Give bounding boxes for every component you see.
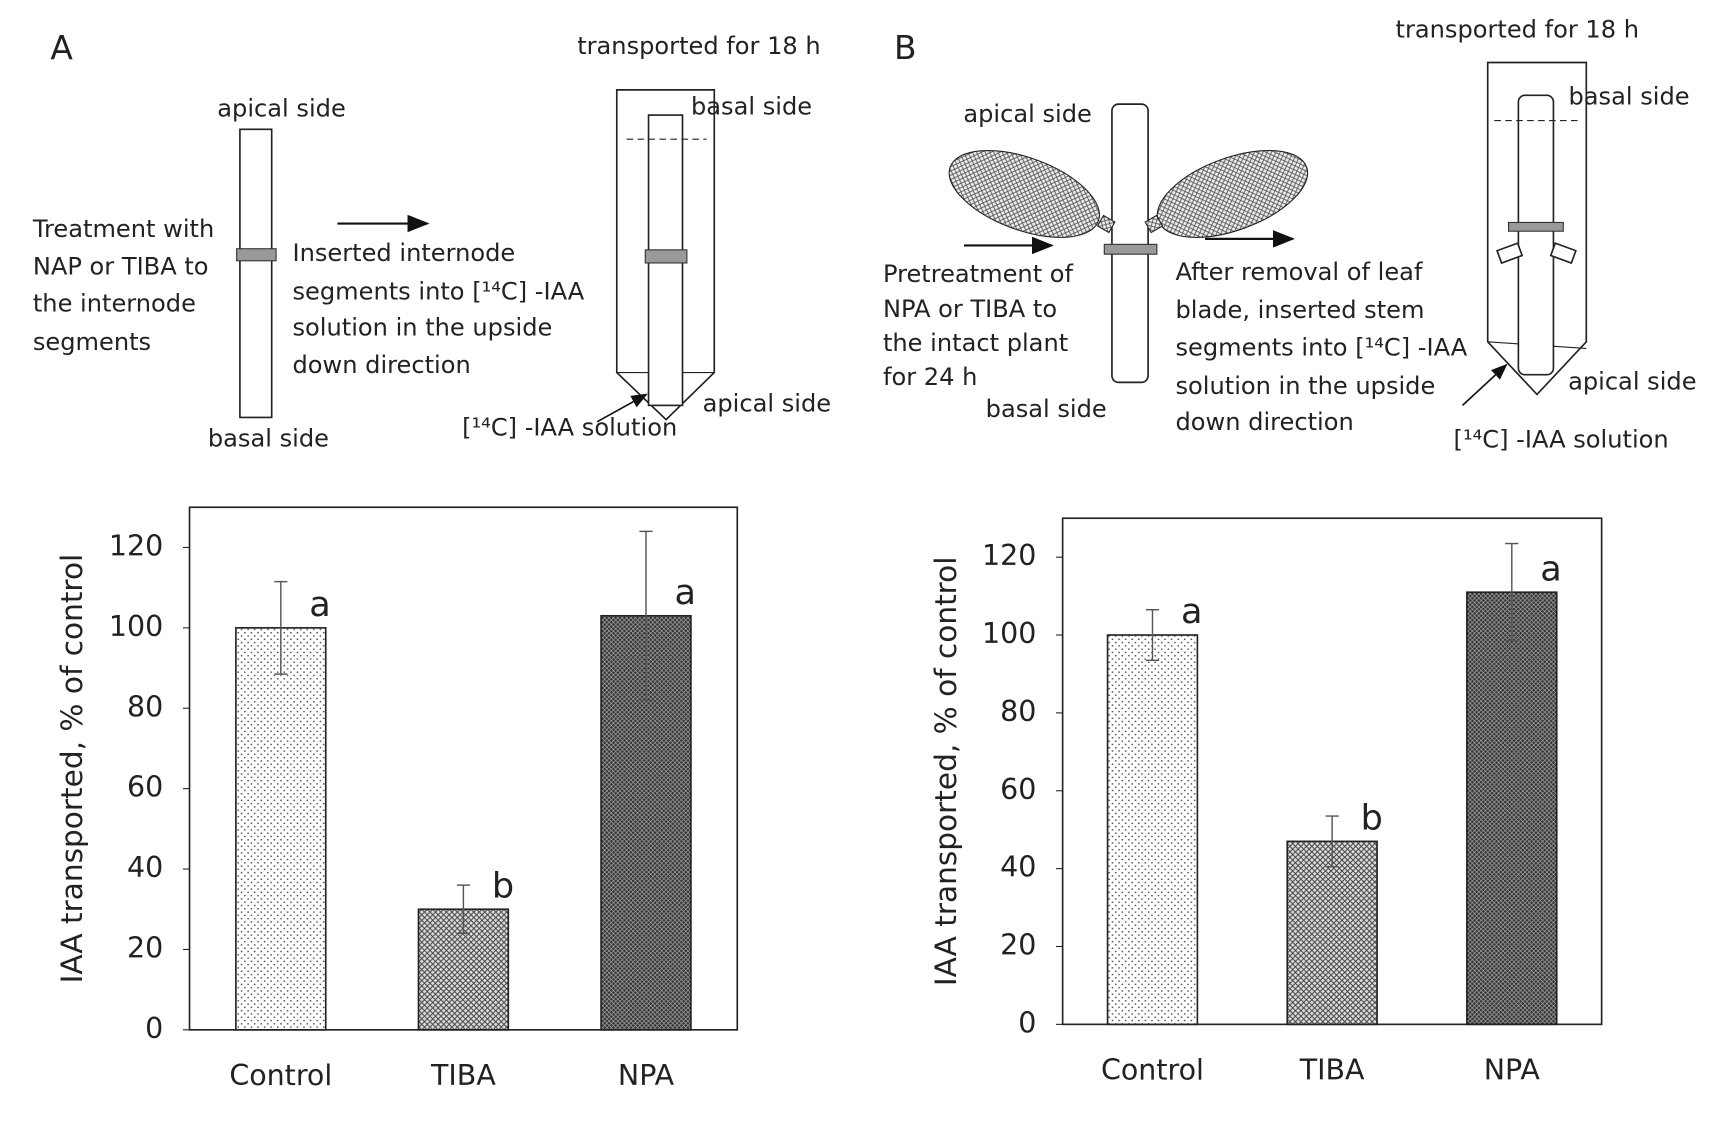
label: [¹⁴C] -IAA solution (462, 413, 677, 441)
band (644, 249, 688, 264)
stem (1517, 94, 1555, 376)
label: apical side (1568, 367, 1696, 395)
label: Pretreatment of (883, 260, 1074, 288)
significance-letter: a (1181, 591, 1202, 632)
x-tick-label: Control (1101, 1053, 1204, 1086)
label: transported for 18 h (577, 32, 820, 60)
label: segments (33, 328, 151, 356)
label: basal side (1568, 83, 1689, 111)
y-tick-label: 20 (1000, 928, 1036, 961)
band (1507, 221, 1564, 232)
y-tick-label: 0 (1018, 1006, 1036, 1039)
leaf (948, 150, 1100, 238)
label: basal side (691, 92, 812, 120)
y-tick-label: 100 (109, 610, 163, 643)
significance-letter: a (309, 584, 330, 625)
label: solution in the upside (1175, 372, 1435, 400)
petiole-stub (1496, 242, 1524, 265)
label: blade, inserted stem (1175, 296, 1424, 324)
diagram-b: B transported for 18 h apical side basal… (883, 16, 1697, 454)
bar (1286, 840, 1378, 1026)
label: After removal of leaf (1175, 258, 1422, 286)
error-bar (1145, 609, 1160, 662)
petiole-stub (1549, 242, 1577, 265)
label: Inserted internode (293, 239, 516, 267)
band (1103, 243, 1158, 255)
label: segments into [¹⁴C] -IAA (293, 278, 585, 306)
label: for 24 h (883, 363, 977, 391)
x-tick-label: Control (229, 1059, 332, 1092)
label: apical side (217, 95, 345, 123)
y-tick-label: 120 (109, 529, 163, 562)
panel-label: B (894, 28, 917, 67)
bar (1106, 634, 1199, 1026)
error-bar (274, 580, 288, 675)
y-axis-title: IAA transported, % of control (55, 554, 89, 984)
y-tick-label: 80 (127, 690, 163, 723)
y-tick-label: 60 (127, 771, 163, 804)
label: Treatment with (32, 215, 214, 243)
panel-label: A (50, 28, 73, 67)
label: the internode (33, 290, 196, 318)
significance-letter: b (1361, 797, 1383, 838)
y-axis-title: IAA transported, % of control (929, 556, 963, 986)
label: apical side (963, 100, 1091, 128)
error-bar (639, 530, 653, 701)
label: the intact plant (883, 329, 1068, 357)
label: [¹⁴C] -IAA solution (1454, 425, 1669, 453)
y-tick-label: 0 (145, 1012, 163, 1045)
y-tick-label: 120 (982, 539, 1036, 572)
label: NAP or TIBA to (33, 252, 209, 280)
y-tick-label: 40 (1000, 851, 1036, 884)
label: transported for 18 h (1396, 16, 1639, 44)
petiole (1144, 214, 1164, 234)
x-tick-label: NPA (618, 1059, 675, 1092)
x-tick-label: NPA (1484, 1053, 1541, 1086)
significance-letter: a (674, 572, 695, 613)
label: segments into [¹⁴C] -IAA (1175, 333, 1467, 361)
stem (239, 128, 273, 419)
label: down direction (293, 351, 471, 379)
significance-letter: b (492, 865, 514, 906)
error-bar (456, 884, 470, 935)
y-tick-label: 80 (1000, 695, 1036, 728)
error-bar (1505, 542, 1519, 642)
stem (1111, 103, 1149, 384)
arrow (1461, 363, 1508, 406)
y-tick-label: 60 (1000, 773, 1036, 806)
y-tick-label: 100 (982, 617, 1036, 650)
label: apical side (703, 389, 831, 417)
significance-letter: a (1540, 548, 1561, 589)
bar (1466, 591, 1558, 1026)
bar (235, 627, 327, 1031)
band (236, 248, 277, 262)
leaf (1156, 150, 1309, 238)
diagram-a: A transported for 18 h apical side basal… (32, 28, 831, 453)
y-tick-label: 20 (127, 931, 163, 964)
petiole (1096, 214, 1116, 234)
error-bar (1325, 815, 1339, 868)
arrow (596, 393, 648, 423)
x-tick-label: TIBA (430, 1059, 496, 1092)
x-tick-label: TIBA (1299, 1053, 1365, 1086)
label: solution in the upside (293, 314, 553, 342)
label: basal side (208, 424, 329, 452)
bar-chart: 0 20 40 60 80 100 120 IAA transported, % of con… (929, 517, 1603, 1086)
y-tick-label: 40 (127, 851, 163, 884)
label: down direction (1175, 408, 1353, 436)
label: NPA or TIBA to (883, 295, 1057, 323)
label: basal side (986, 395, 1107, 423)
bar-chart: 0 20 40 60 80 100 120 IAA transported, % of con… (55, 506, 739, 1092)
